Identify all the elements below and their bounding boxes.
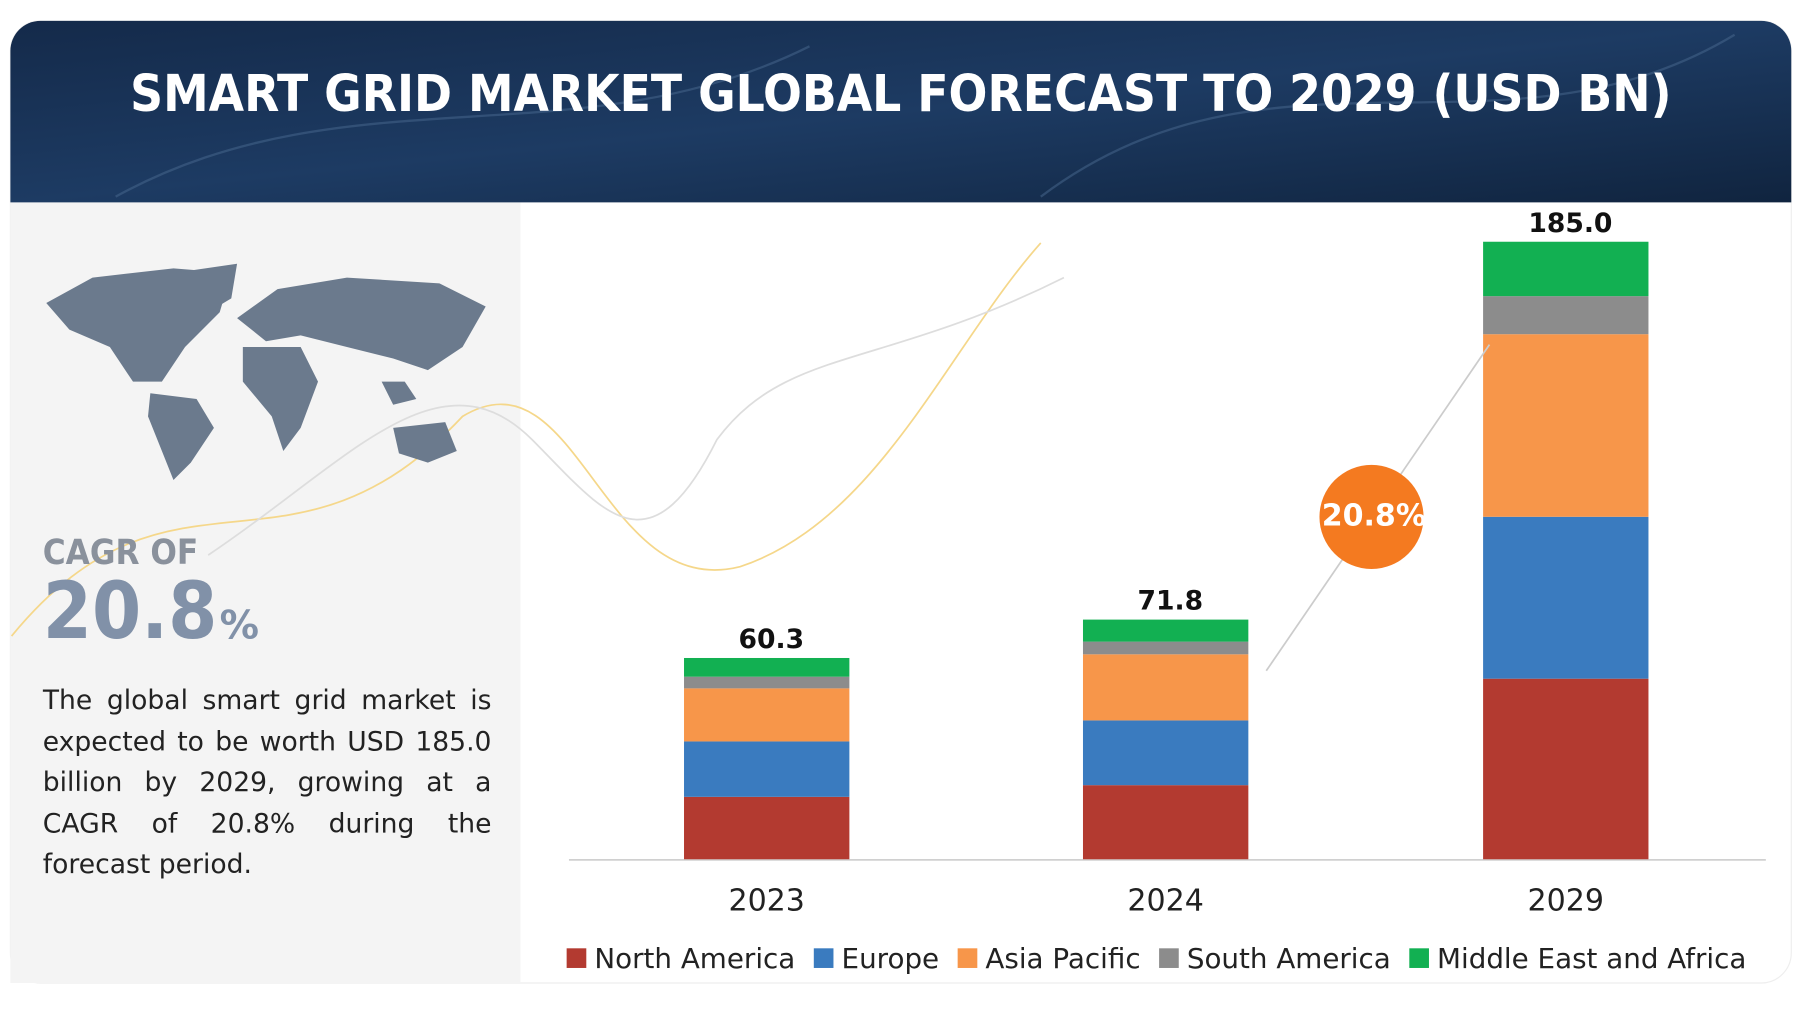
legend-label: Europe <box>842 942 940 975</box>
legend-swatch <box>813 948 834 968</box>
legend-swatch <box>957 948 978 968</box>
cagr-bubble <box>1319 464 1424 570</box>
bar-segment <box>1082 654 1249 721</box>
cagr-value: 20.8 <box>43 565 218 657</box>
total-label: 185.0 <box>1528 208 1612 239</box>
legend-label: South America <box>1187 942 1391 975</box>
legend-label: Middle East and Africa <box>1437 942 1746 975</box>
bar-segment <box>684 676 850 689</box>
bar-segment <box>1483 334 1649 517</box>
x-tick-label: 2023 <box>728 884 804 919</box>
bar-segment <box>684 741 850 797</box>
bar-segment <box>1082 641 1249 655</box>
x-tick-label: 2029 <box>1528 884 1604 919</box>
legend-swatch <box>566 948 587 968</box>
bar-segment <box>1082 720 1249 786</box>
x-tick-label: 2024 <box>1127 884 1203 919</box>
decor-line <box>207 276 1065 556</box>
bar-segment <box>1082 785 1249 860</box>
bar-segment <box>684 796 850 860</box>
title: SMART GRID MARKET GLOBAL FORECAST TO 202… <box>130 64 1671 123</box>
bar-segment <box>684 657 850 677</box>
bar-segment <box>684 688 850 742</box>
total-label: 71.8 <box>1137 586 1203 617</box>
cagr-annotation: 20.8% <box>1322 498 1426 533</box>
legend-label: North America <box>594 942 795 975</box>
cagr-unit: % <box>220 603 259 648</box>
banner <box>10 20 1792 203</box>
legend-swatch <box>1159 948 1179 968</box>
cagr-heading: CAGR OF <box>43 533 198 573</box>
world-map <box>46 263 486 480</box>
legend-swatch <box>1409 948 1429 968</box>
bar-segment <box>1483 516 1649 679</box>
bar-segment <box>1483 296 1649 335</box>
decor-line <box>10 242 1042 637</box>
bar-segment <box>1483 678 1649 860</box>
description-text: The global smart grid market is expected… <box>42 685 492 881</box>
bar-segment <box>1082 619 1249 642</box>
banner-decor <box>115 33 1736 198</box>
description: The global smart grid market is expected… <box>42 685 492 881</box>
bar-segment <box>1483 241 1649 297</box>
legend-label: Asia Pacific <box>985 942 1140 975</box>
total-label: 60.3 <box>739 624 805 655</box>
